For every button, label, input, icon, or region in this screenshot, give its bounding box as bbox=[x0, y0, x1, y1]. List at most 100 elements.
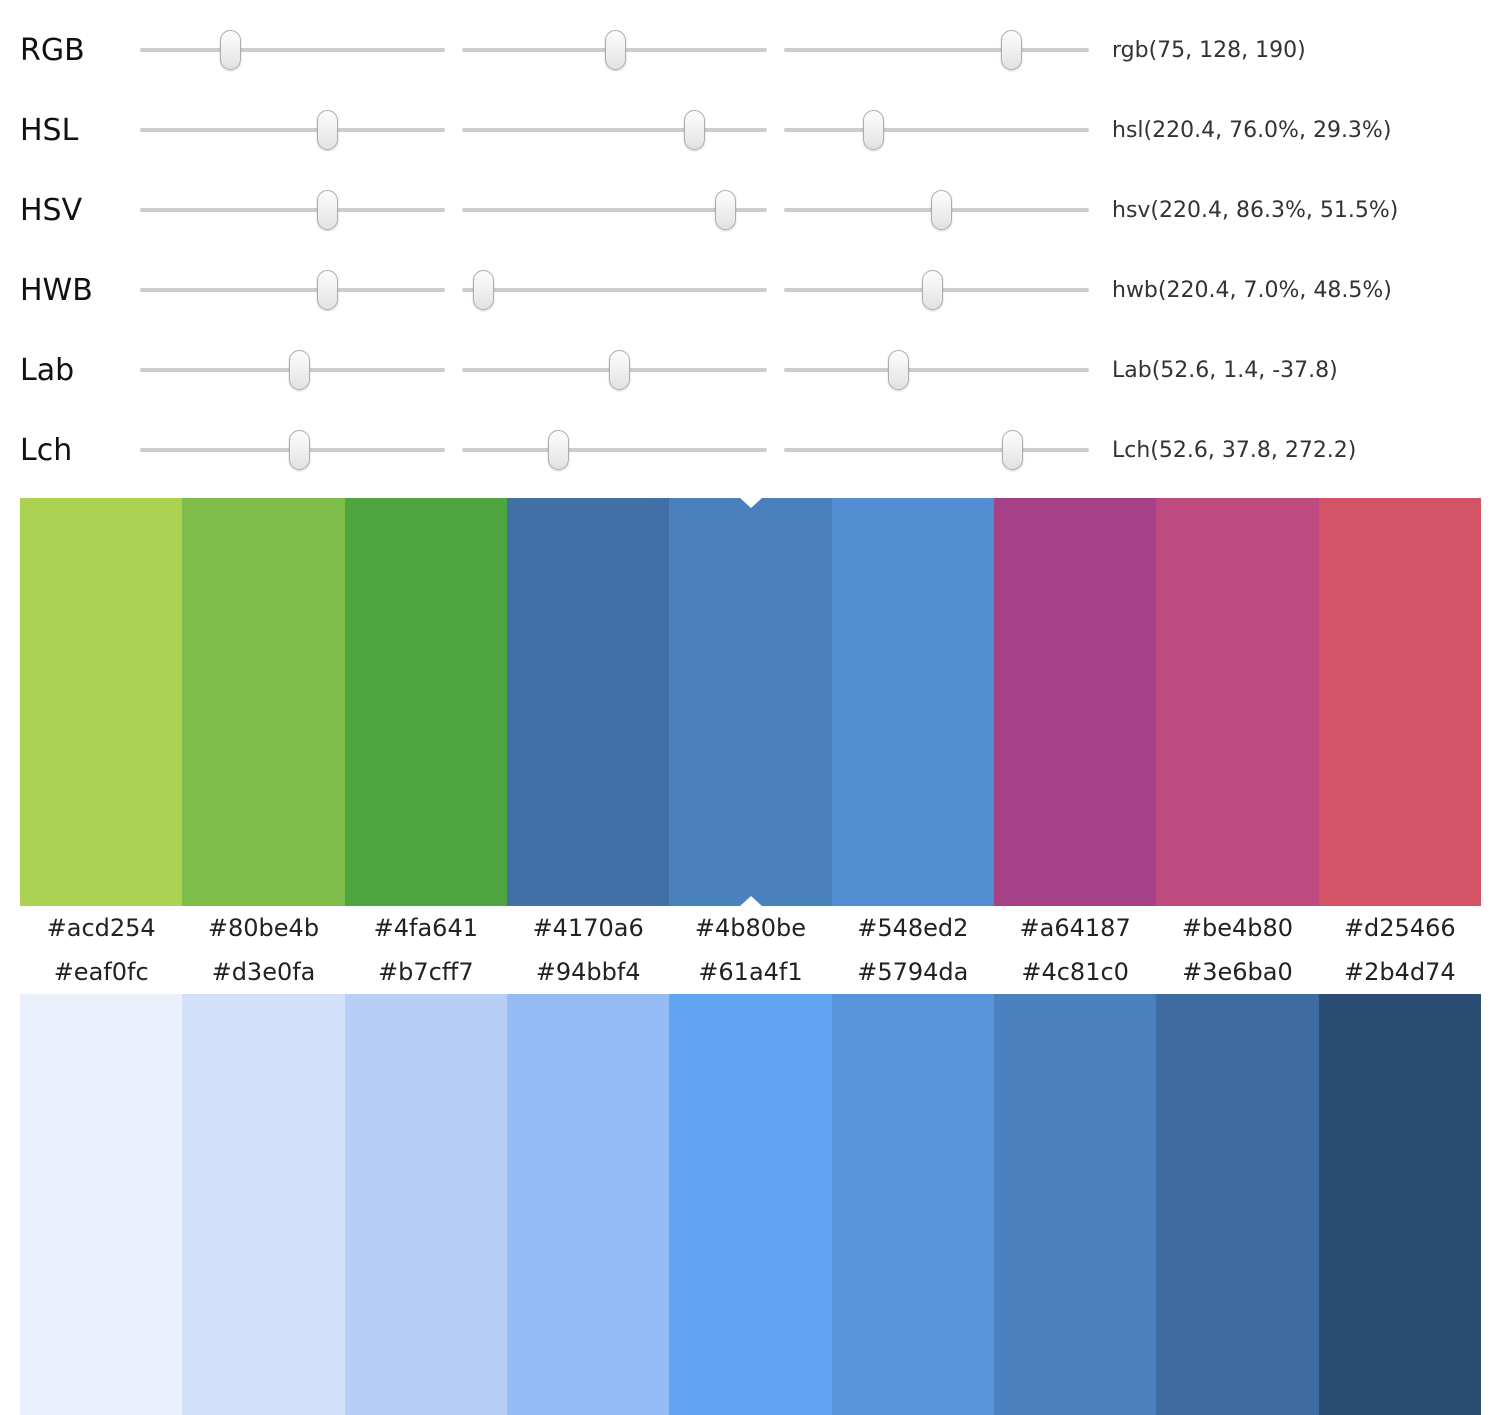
swatch-61a4f1[interactable] bbox=[669, 994, 832, 1415]
hex-label-61a4f1: #61a4f1 bbox=[698, 958, 803, 986]
slider-thumb[interactable] bbox=[888, 350, 910, 390]
lab-slider-3[interactable] bbox=[784, 348, 1089, 392]
lab-value-text: Lab(52.6, 1.4, -37.8) bbox=[1112, 357, 1338, 383]
hsl-slider-3[interactable] bbox=[784, 108, 1089, 152]
hex-label-b7cff7: #b7cff7 bbox=[378, 958, 474, 986]
slider-track[interactable] bbox=[140, 208, 445, 212]
rgb-slider-3[interactable] bbox=[784, 28, 1089, 72]
hex-label-4b80be: #4b80be bbox=[694, 914, 807, 942]
slider-thumb[interactable] bbox=[316, 110, 338, 150]
hsv-row-label: HSV bbox=[20, 192, 83, 228]
hex-label-80be4b: #80be4b bbox=[207, 914, 320, 942]
swatch-2b4d74[interactable] bbox=[1318, 994, 1481, 1415]
hsv-slider-2[interactable] bbox=[462, 188, 767, 232]
lch-value-text: Lch(52.6, 37.8, 272.2) bbox=[1112, 437, 1357, 463]
swatch-4c81c0[interactable] bbox=[993, 994, 1157, 1415]
lab-slider-2[interactable] bbox=[462, 348, 767, 392]
slider-thumb[interactable] bbox=[1002, 430, 1024, 470]
hex-label-be4b80: #be4b80 bbox=[1181, 914, 1294, 942]
palette-bottom-labels: #eaf0fc #d3e0fa #b7cff7 #94bbf4 #61a4f1 #5794… bbox=[20, 950, 1481, 994]
hwb-value-text: hwb(220.4, 7.0%, 48.5%) bbox=[1112, 277, 1392, 303]
slider-thumb[interactable] bbox=[316, 190, 338, 230]
lch-slider-3[interactable] bbox=[784, 428, 1089, 472]
slider-thumb[interactable] bbox=[1001, 30, 1023, 70]
slider-panel: RGB rgb(75, 128, 190) HSL hsl(220.4, 76.0%,… bbox=[0, 0, 1501, 490]
slider-thumb[interactable] bbox=[921, 270, 943, 310]
swatch-a64187[interactable] bbox=[993, 498, 1157, 906]
hex-label-acd254: #acd254 bbox=[46, 914, 156, 942]
slider-track[interactable] bbox=[140, 128, 445, 132]
hex-label-d3e0fa: #d3e0fa bbox=[211, 958, 316, 986]
slider-thumb[interactable] bbox=[863, 110, 885, 150]
hsv-slider-3[interactable] bbox=[784, 188, 1089, 232]
slider-thumb[interactable] bbox=[548, 430, 570, 470]
slider-row-hsv: HSV hsv(220.4, 86.3%, 51.5%) bbox=[20, 170, 1501, 250]
slider-track[interactable] bbox=[140, 48, 445, 52]
rgb-slider-1[interactable] bbox=[140, 28, 445, 72]
slider-track[interactable] bbox=[784, 368, 1089, 372]
lab-slider-1[interactable] bbox=[140, 348, 445, 392]
rgb-slider-2[interactable] bbox=[462, 28, 767, 72]
swatch-d25466[interactable] bbox=[1318, 498, 1481, 906]
swatch-d3e0fa[interactable] bbox=[182, 994, 345, 1415]
hwb-slider-2[interactable] bbox=[462, 268, 767, 312]
hsv-slider-1[interactable] bbox=[140, 188, 445, 232]
slider-thumb[interactable] bbox=[219, 30, 241, 70]
swatch-eaf0fc[interactable] bbox=[20, 994, 183, 1415]
slider-track[interactable] bbox=[784, 128, 1089, 132]
lch-slider-2[interactable] bbox=[462, 428, 767, 472]
hex-label-5794da: #5794da bbox=[857, 958, 969, 986]
slider-track[interactable] bbox=[784, 48, 1089, 52]
hex-label-3e6ba0: #3e6ba0 bbox=[1182, 958, 1293, 986]
lch-slider-1[interactable] bbox=[140, 428, 445, 472]
slider-thumb[interactable] bbox=[931, 190, 953, 230]
slider-row-lab: Lab Lab(52.6, 1.4, -37.8) bbox=[20, 330, 1501, 410]
swatch-4170a6[interactable] bbox=[506, 498, 670, 906]
swatch-5794da[interactable] bbox=[831, 994, 994, 1415]
hwb-slider-1[interactable] bbox=[140, 268, 445, 312]
swatch-94bbf4[interactable] bbox=[506, 994, 670, 1415]
hsl-row-label: HSL bbox=[20, 112, 79, 148]
slider-thumb[interactable] bbox=[605, 30, 627, 70]
slider-thumb[interactable] bbox=[683, 110, 705, 150]
slider-row-hsl: HSL hsl(220.4, 76.0%, 29.3%) bbox=[20, 90, 1501, 170]
rgb-row-label: RGB bbox=[20, 32, 85, 68]
slider-thumb[interactable] bbox=[609, 350, 631, 390]
hwb-row-label: HWB bbox=[20, 272, 93, 308]
slider-track[interactable] bbox=[462, 208, 767, 212]
hex-label-4170a6: #4170a6 bbox=[532, 914, 644, 942]
slider-thumb[interactable] bbox=[316, 270, 338, 310]
palette-top bbox=[20, 498, 1481, 906]
swatch-4fa641[interactable] bbox=[344, 498, 507, 906]
slider-track[interactable] bbox=[784, 448, 1089, 452]
slider-thumb[interactable] bbox=[289, 350, 311, 390]
swatch-548ed2[interactable] bbox=[831, 498, 994, 906]
slider-track[interactable] bbox=[462, 448, 767, 452]
slider-thumb[interactable] bbox=[289, 430, 311, 470]
hex-label-eaf0fc: #eaf0fc bbox=[53, 958, 149, 986]
slider-row-rgb: RGB rgb(75, 128, 190) bbox=[20, 10, 1501, 90]
hsl-slider-1[interactable] bbox=[140, 108, 445, 152]
lch-row-label: Lch bbox=[20, 432, 73, 468]
slider-thumb[interactable] bbox=[473, 270, 495, 310]
slider-track[interactable] bbox=[140, 288, 445, 292]
swatch-be4b80[interactable] bbox=[1156, 498, 1319, 906]
hex-label-a64187: #a64187 bbox=[1019, 914, 1131, 942]
rgb-value-text: rgb(75, 128, 190) bbox=[1112, 37, 1306, 63]
swatch-acd254[interactable] bbox=[20, 498, 183, 906]
hsv-value-text: hsv(220.4, 86.3%, 51.5%) bbox=[1112, 197, 1399, 223]
hex-label-4fa641: #4fa641 bbox=[373, 914, 478, 942]
swatch-b7cff7[interactable] bbox=[344, 994, 507, 1415]
slider-track[interactable] bbox=[462, 128, 767, 132]
swatch-80be4b[interactable] bbox=[182, 498, 345, 906]
swatch-4b80be[interactable] bbox=[669, 498, 832, 906]
slider-track[interactable] bbox=[462, 288, 767, 292]
hwb-slider-3[interactable] bbox=[784, 268, 1089, 312]
hsl-slider-2[interactable] bbox=[462, 108, 767, 152]
slider-row-lch: Lch Lch(52.6, 37.8, 272.2) bbox=[20, 410, 1501, 490]
palette-bottom bbox=[20, 994, 1481, 1415]
slider-thumb[interactable] bbox=[715, 190, 737, 230]
swatch-3e6ba0[interactable] bbox=[1156, 994, 1319, 1415]
lab-row-label: Lab bbox=[20, 352, 75, 388]
hsl-value-text: hsl(220.4, 76.0%, 29.3%) bbox=[1112, 117, 1392, 143]
